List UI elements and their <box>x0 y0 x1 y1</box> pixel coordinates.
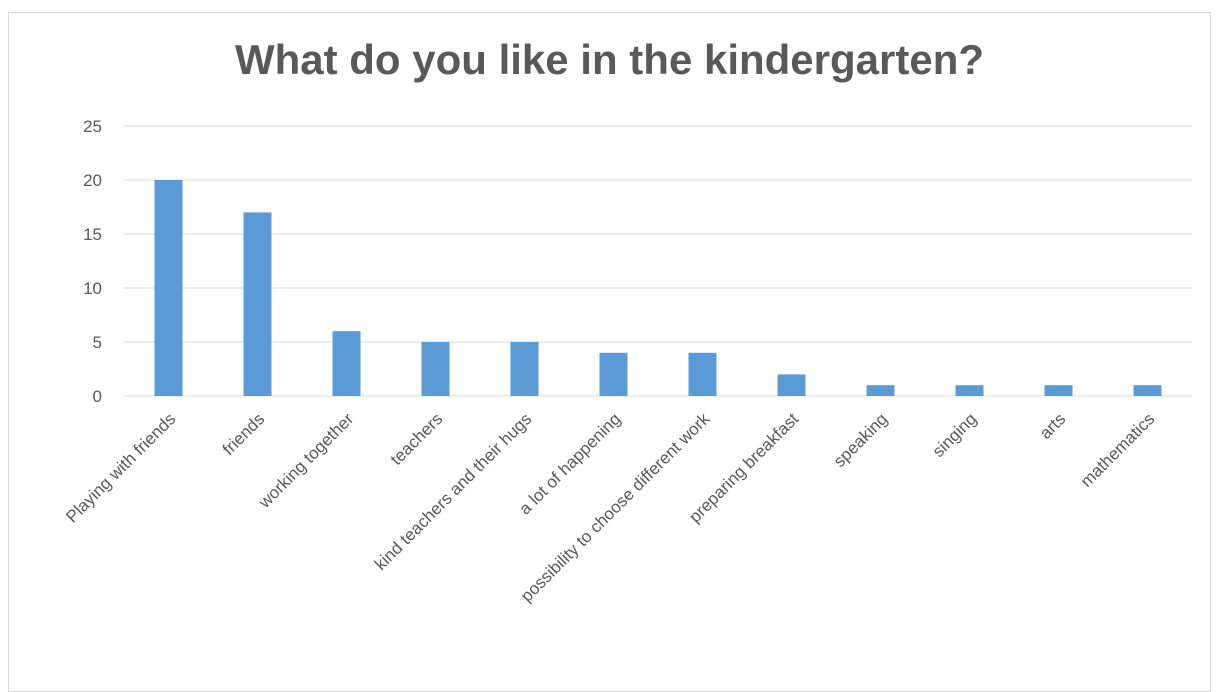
bar <box>599 352 628 396</box>
x-category-label: singing <box>929 409 981 461</box>
bar <box>243 212 272 396</box>
y-tick-label: 15 <box>83 225 102 244</box>
y-tick-label: 25 <box>83 117 102 136</box>
bar <box>332 331 361 396</box>
chart-title: What do you like in the kindergarten? <box>234 36 985 83</box>
chart-frame <box>8 12 1211 692</box>
x-category-label: teachers <box>387 409 447 469</box>
bar <box>510 342 539 396</box>
x-category-label: possibility to choose different work <box>517 409 714 606</box>
y-tick-label: 5 <box>93 333 102 352</box>
x-category-label: mathematics <box>1077 409 1159 491</box>
bar <box>955 385 984 396</box>
bar <box>866 385 895 396</box>
bars <box>154 180 1162 396</box>
gridlines <box>124 125 1192 397</box>
x-category-label: friends <box>219 409 269 459</box>
x-category-label: speaking <box>830 409 892 471</box>
x-category-label: kind teachers and their hugs <box>371 409 535 573</box>
y-tick-label: 20 <box>83 171 102 190</box>
x-category-label: arts <box>1036 409 1069 442</box>
bar <box>421 342 450 396</box>
x-category-label: working together <box>254 409 357 512</box>
bar <box>1133 385 1162 396</box>
x-category-label: Playing with friends <box>62 409 179 526</box>
y-axis-tick-labels: 0 5 10 15 20 25 <box>83 117 102 406</box>
bar <box>777 374 806 396</box>
bar <box>688 352 717 396</box>
y-tick-label: 0 <box>93 387 102 406</box>
bar <box>154 180 183 396</box>
y-tick-label: 10 <box>83 279 102 298</box>
bar <box>1044 385 1073 396</box>
